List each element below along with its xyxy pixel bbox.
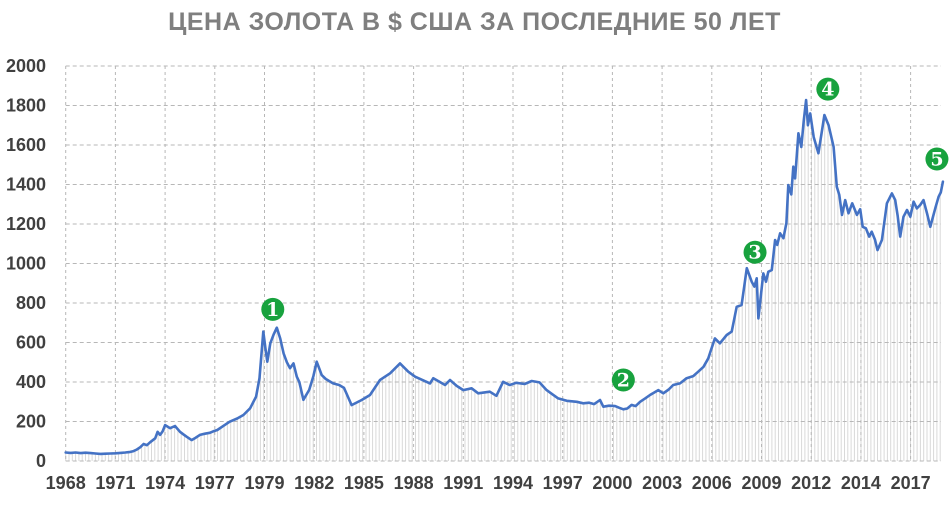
y-axis-tick-label: 1600: [6, 135, 46, 155]
x-axis-tick-label: 2017: [891, 473, 931, 493]
x-axis-tick-label: 1994: [493, 473, 533, 493]
gold-price-line: [64, 98, 945, 456]
y-axis-tick-label: 1400: [6, 175, 46, 195]
event-marker-number: 1: [266, 299, 279, 321]
y-axis-tick-label: 400: [16, 372, 46, 392]
y-axis-tick-label: 1000: [6, 254, 46, 274]
x-axis-tick-label: 1985: [344, 473, 384, 493]
y-axis-tick-label: 1800: [6, 96, 46, 116]
event-marker-circle: [816, 77, 840, 101]
event-marker-1: 1: [261, 297, 285, 321]
chart-title: ЦЕНА ЗОЛОТА В $ США ЗА ПОСЛЕДНИЕ 50 ЛЕТ: [168, 8, 781, 36]
y-axis-tick-label: 200: [16, 412, 46, 432]
x-axis-tick-label: 1982: [294, 473, 334, 493]
event-marker-circle: [611, 368, 635, 392]
x-axis-tick-label: 2003: [642, 473, 682, 493]
x-axis-tick-label: 2006: [692, 473, 732, 493]
x-axis-tick-label: 2009: [741, 473, 781, 493]
x-axis-tick-label: 1991: [443, 473, 483, 493]
x-axis-tick-label: 1971: [95, 473, 135, 493]
event-marker-number: 4: [821, 79, 834, 101]
event-marker-5: 5: [925, 147, 949, 171]
event-marker-number: 3: [748, 242, 761, 264]
x-axis-tick-label: 1968: [46, 473, 86, 493]
drop-lines: [65, 110, 941, 461]
event-marker-circle: [925, 147, 949, 171]
x-axis-tick-label: 2000: [592, 473, 632, 493]
x-axis-tick-label: 2012: [791, 473, 831, 493]
event-marker-number: 5: [930, 149, 943, 171]
y-axis-tick-label: 0: [36, 451, 46, 471]
x-axis-tick-label: 2014: [841, 473, 881, 493]
x-axis-tick-label: 1988: [394, 473, 434, 493]
event-marker-number: 2: [617, 370, 630, 392]
event-marker-4: 4: [816, 77, 840, 101]
x-axis-tick-label: 1977: [195, 473, 235, 493]
y-axis-tick-label: 2000: [6, 56, 46, 76]
event-marker-circle: [743, 240, 767, 264]
x-axis-tick-label: 1997: [543, 473, 583, 493]
event-marker-3: 3: [743, 240, 767, 264]
y-axis-tick-label: 1200: [6, 214, 46, 234]
y-axis-tick-label: 800: [16, 293, 46, 313]
y-axis-tick-label: 600: [16, 333, 46, 353]
x-axis-tick-label: 1974: [145, 473, 185, 493]
x-axis-tick-label: 1979: [244, 473, 284, 493]
event-marker-circle: [261, 297, 285, 321]
event-marker-2: 2: [611, 368, 635, 392]
